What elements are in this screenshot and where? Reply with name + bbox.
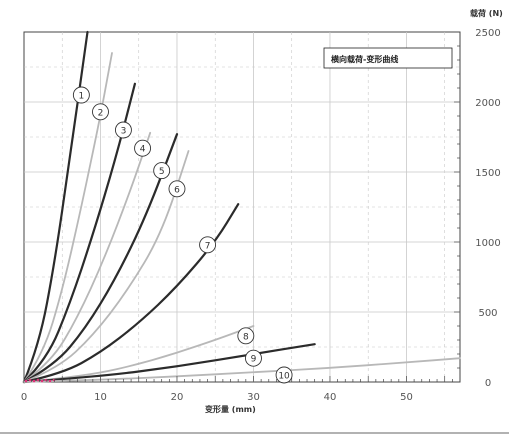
curve-label-circle [114,121,132,139]
x-tick-label: 0 [21,392,27,403]
curve-label-circle [199,236,217,254]
curve-label-text: 9 [251,355,257,365]
curve-4 [23,131,152,383]
origin-marker-dot [24,379,28,383]
curve-2 [23,52,113,383]
x-tick-label: 40 [324,392,337,403]
curve-label-circle [168,180,186,198]
curve-label-text: 5 [159,167,165,177]
origin-marker-dot [28,378,32,382]
curve-label-circle [275,366,293,384]
curve-6 [23,150,190,383]
x-tick-label: 50 [400,392,413,403]
curve-label-text: 10 [278,372,290,382]
curve-8 [23,325,255,383]
origin-marker-dot [32,379,36,383]
curve-number-labels: 1 2 3 4 56 7 8 9 10 [72,86,293,384]
curve-label-text: 8 [243,332,249,342]
y-tick-label: 2500 [475,28,500,39]
origin-marker-dot [40,379,44,383]
y-tick-label: 1000 [475,238,500,249]
curve-3 [22,82,136,384]
curve-label-circle [92,103,109,121]
curve-label-circle [72,86,90,104]
y-tick-label: 500 [478,308,497,319]
curve-10 [23,357,461,383]
curve-label-text: 2 [98,108,104,118]
curve-label-circle [237,327,255,345]
curve-label-text: 1 [79,92,85,102]
x-axis-title: 变形量 (mm) [205,404,256,414]
curve-label-text: 6 [174,185,180,195]
origin-marker-dot [36,378,40,382]
y-tick-label: 2000 [475,98,500,109]
curve-label-circle [134,139,152,157]
curves [22,30,461,384]
y-tick-label: 1500 [475,168,500,179]
chart-title: 横向载荷-变形曲线 [331,54,398,64]
origin-marker-dot [48,379,52,383]
curve-label-text: 4 [140,145,146,155]
curve-label-text: 3 [121,127,127,137]
curve-1 [22,30,89,384]
legend-box: 横向载荷-变形曲线 [323,47,453,69]
curve-label-circle [245,349,262,367]
curve-label-circle [153,162,171,180]
curve-5 [22,133,179,384]
x-tick-label: 20 [171,392,184,403]
grid [23,31,461,383]
y-tick-label: 0 [485,378,491,389]
legend-frame [323,47,453,69]
curve-7 [22,203,240,384]
y-axis-title: 载荷 (N) [470,8,503,18]
x-tick-label: 30 [247,392,260,403]
curve-label-text: 7 [205,241,211,251]
x-tick-label: 10 [94,392,107,403]
